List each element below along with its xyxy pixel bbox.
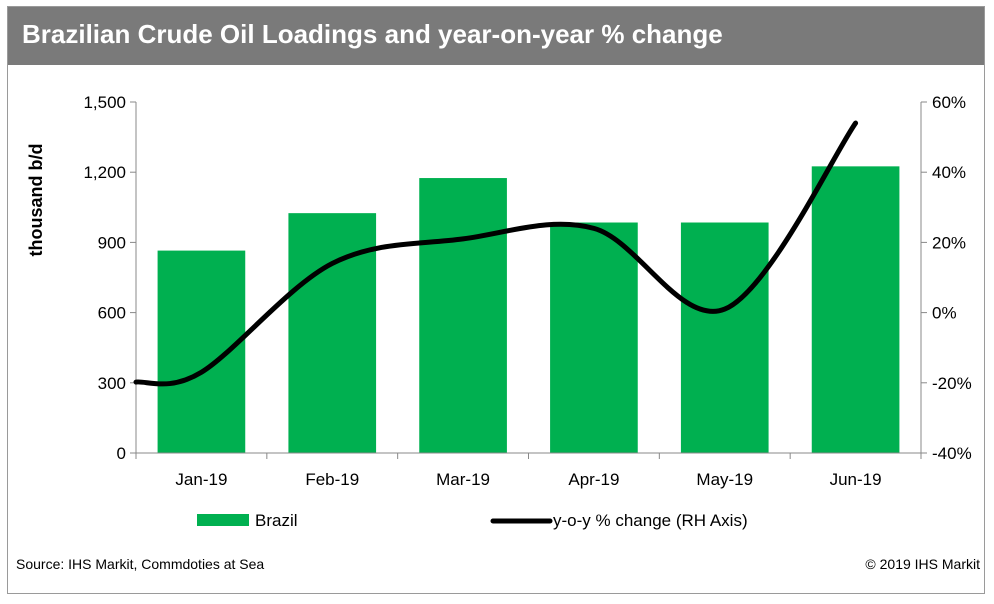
right-tick-label: -20% bbox=[932, 374, 972, 393]
right-tick-label: 0% bbox=[932, 304, 957, 323]
bar-jun-19 bbox=[811, 166, 900, 453]
right-tick-label: 60% bbox=[932, 93, 966, 112]
legend-label-yoy: y-o-y % change (RH Axis) bbox=[553, 511, 748, 530]
legend-swatch-brazil bbox=[197, 514, 249, 526]
bar-mar-19 bbox=[419, 178, 507, 454]
bars-layer bbox=[157, 166, 900, 454]
bar-apr-19 bbox=[550, 222, 638, 453]
y-axis-label: thousand b/d bbox=[26, 144, 46, 257]
legend: Brazil y-o-y % change (RH Axis) bbox=[197, 511, 748, 530]
chart-title: Brazilian Crude Oil Loadings and year-on… bbox=[22, 19, 723, 49]
left-tick-label: 900 bbox=[98, 233, 126, 252]
bar-may-19 bbox=[680, 222, 769, 453]
x-tick-label: Apr-19 bbox=[568, 470, 619, 489]
ticks-layer: 0 300 600 900 1,200 1,500 -40% -20% 0% 20% 40% 60% J… bbox=[83, 93, 971, 489]
left-tick-label: 0 bbox=[117, 444, 126, 463]
axes-layer bbox=[135, 102, 922, 454]
left-tick-label: 300 bbox=[98, 374, 126, 393]
copyright-note: © 2019 IHS Markit bbox=[865, 556, 980, 572]
x-tick-label: Jan-19 bbox=[175, 470, 227, 489]
right-tick-label: 40% bbox=[932, 163, 966, 182]
x-tick-label: Jun-19 bbox=[830, 470, 882, 489]
x-tick-label: Mar-19 bbox=[436, 470, 490, 489]
left-tick-label: 600 bbox=[98, 304, 126, 323]
bar-jan-19 bbox=[157, 250, 246, 453]
right-tick-label: 20% bbox=[932, 233, 966, 252]
x-tick-label: May-19 bbox=[696, 470, 753, 489]
yoy-change-line bbox=[133, 120, 859, 387]
left-tick-label: 1,500 bbox=[83, 93, 126, 112]
right-tick-label: -40% bbox=[932, 444, 972, 463]
left-tick-label: 1,200 bbox=[83, 163, 126, 182]
source-note: Source: IHS Markit, Commdoties at Sea bbox=[16, 556, 265, 572]
legend-label-brazil: Brazil bbox=[255, 511, 298, 530]
title-bar: Brazilian Crude Oil Loadings and year-on… bbox=[8, 7, 984, 65]
line-layer bbox=[133, 120, 859, 387]
x-tick-label: Feb-19 bbox=[305, 470, 359, 489]
